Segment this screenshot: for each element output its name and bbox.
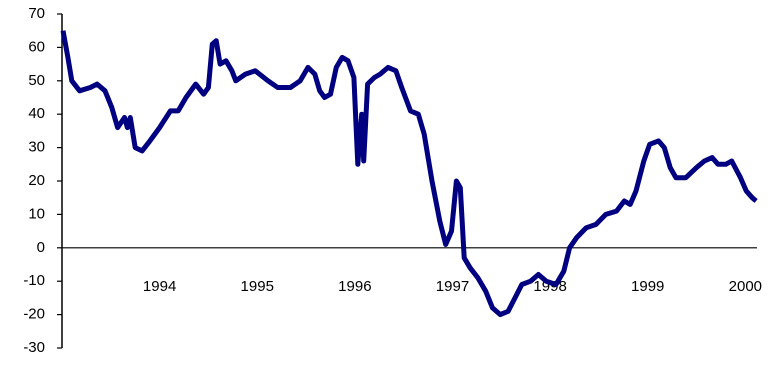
x-tick-label: 1994 — [143, 278, 176, 295]
x-tick-label: 2000 — [729, 278, 762, 295]
y-tick-label: -10 — [23, 272, 45, 289]
y-tick-label: -30 — [23, 339, 45, 356]
x-tick-label: 1997 — [436, 278, 469, 295]
y-tick-label: -20 — [23, 306, 45, 323]
y-tick-label: 20 — [28, 172, 45, 189]
series-line — [60, 30, 758, 318]
y-tick-label: 60 — [28, 38, 45, 55]
x-tick-label: 1999 — [631, 278, 664, 295]
y-tick-label: 0 — [37, 239, 45, 256]
y-tick-label: 30 — [28, 139, 45, 156]
y-tick-label: 40 — [28, 105, 45, 122]
x-tick-label: 1996 — [338, 278, 371, 295]
x-tick-label: 1995 — [241, 278, 274, 295]
y-tick-label: 70 — [28, 5, 45, 22]
y-tick-label: 50 — [28, 72, 45, 89]
y-tick-label: 10 — [28, 205, 45, 222]
